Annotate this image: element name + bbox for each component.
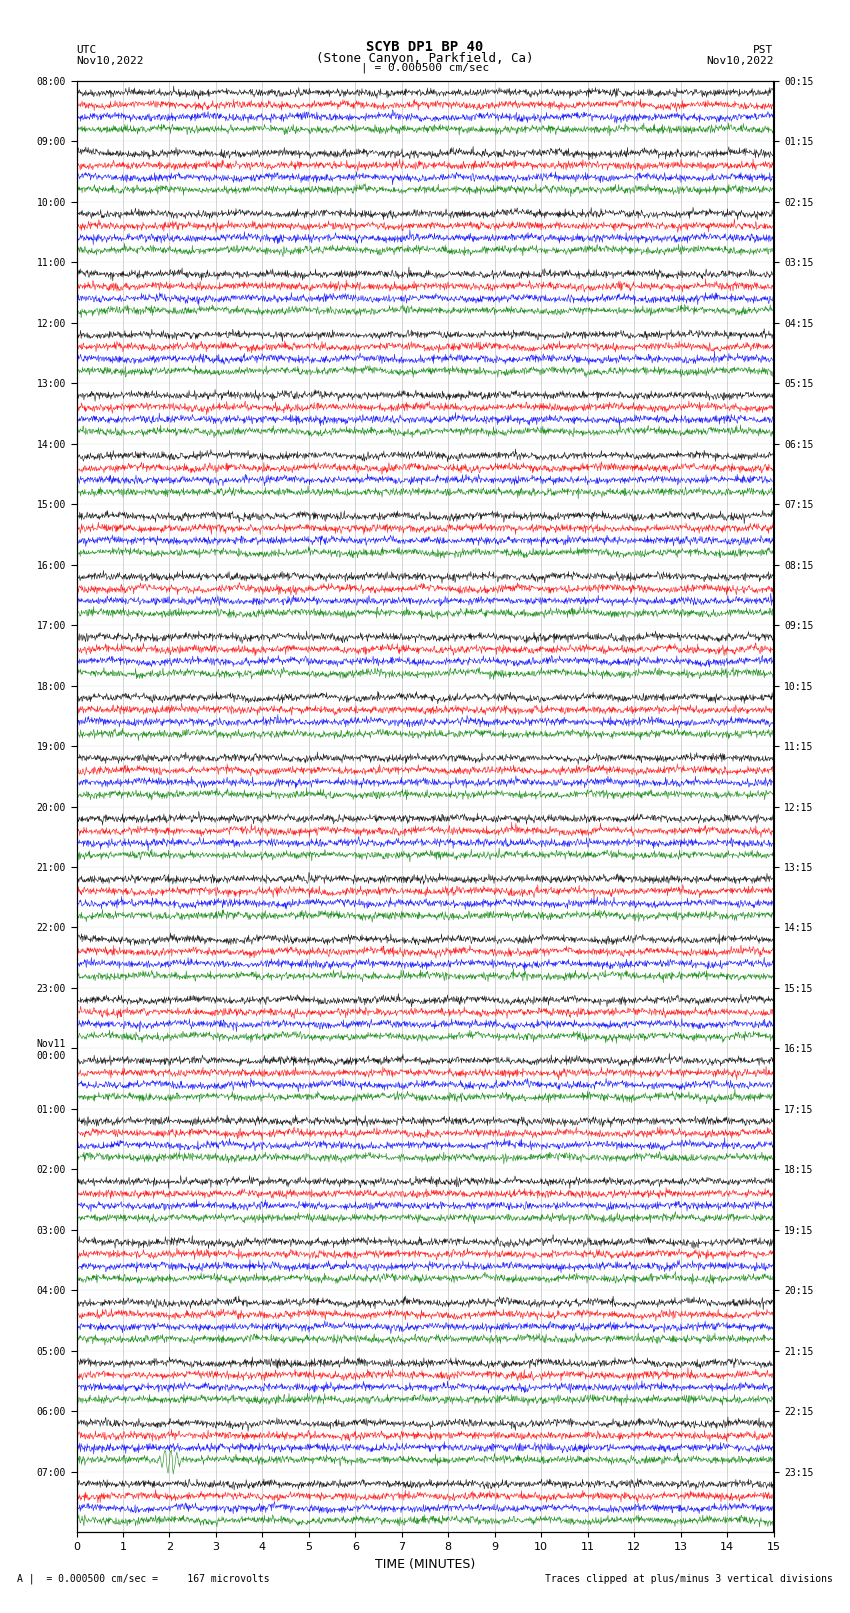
Text: PST: PST bbox=[753, 45, 774, 55]
Text: UTC: UTC bbox=[76, 45, 97, 55]
Text: SCYB DP1 BP 40: SCYB DP1 BP 40 bbox=[366, 40, 484, 55]
X-axis label: TIME (MINUTES): TIME (MINUTES) bbox=[375, 1558, 475, 1571]
Text: Traces clipped at plus/minus 3 vertical divisions: Traces clipped at plus/minus 3 vertical … bbox=[545, 1574, 833, 1584]
Text: | = 0.000500 cm/sec: | = 0.000500 cm/sec bbox=[361, 63, 489, 74]
Text: Nov10,2022: Nov10,2022 bbox=[706, 56, 774, 66]
Text: Nov10,2022: Nov10,2022 bbox=[76, 56, 144, 66]
Text: A |  = 0.000500 cm/sec =     167 microvolts: A | = 0.000500 cm/sec = 167 microvolts bbox=[17, 1573, 269, 1584]
Text: (Stone Canyon, Parkfield, Ca): (Stone Canyon, Parkfield, Ca) bbox=[316, 52, 534, 65]
